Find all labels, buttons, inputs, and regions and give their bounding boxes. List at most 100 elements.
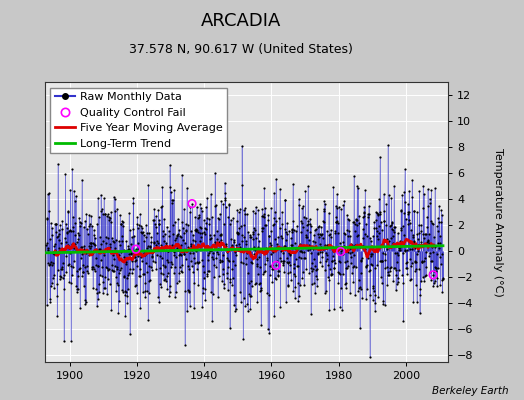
- Point: [73, 268, 82, 274]
- Point: [280, 225, 289, 232]
- Point: [398, 272, 407, 278]
- Point: [101, 285, 110, 291]
- Point: [366, 267, 375, 274]
- Point: [118, 238, 127, 244]
- Point: [46, 299, 54, 305]
- Point: [396, 238, 404, 244]
- Point: [147, 267, 156, 273]
- Point: [178, 269, 186, 275]
- Point: [334, 270, 343, 276]
- Point: [191, 248, 200, 254]
- Point: [295, 254, 303, 260]
- Point: [364, 251, 373, 257]
- Point: [120, 254, 128, 260]
- Point: [245, 234, 254, 240]
- Point: [176, 264, 184, 270]
- Point: [145, 278, 154, 284]
- Point: [425, 230, 433, 237]
- Point: [285, 260, 293, 266]
- Point: [144, 181, 152, 188]
- Point: [291, 272, 300, 279]
- Point: [283, 254, 291, 261]
- Point: [180, 229, 188, 236]
- Point: [91, 246, 100, 252]
- Point: [248, 236, 257, 242]
- Point: [171, 264, 179, 270]
- Point: [230, 239, 238, 245]
- Point: [80, 224, 88, 230]
- Point: [168, 199, 176, 206]
- Point: [366, 235, 374, 241]
- Point: [188, 200, 196, 207]
- Point: [397, 208, 406, 214]
- Point: [228, 282, 237, 288]
- Point: [245, 248, 254, 255]
- Point: [341, 247, 350, 254]
- Point: [201, 231, 210, 238]
- Point: [348, 246, 357, 252]
- Point: [319, 234, 327, 241]
- Point: [331, 227, 340, 234]
- Point: [107, 306, 115, 313]
- Point: [347, 270, 356, 276]
- Point: [71, 232, 79, 238]
- Point: [72, 283, 80, 289]
- Point: [371, 291, 379, 298]
- Point: [121, 288, 129, 294]
- Point: [148, 253, 157, 260]
- Point: [229, 214, 237, 221]
- Point: [241, 210, 249, 217]
- Point: [295, 293, 303, 299]
- Point: [315, 222, 323, 229]
- Point: [435, 203, 443, 209]
- Point: [213, 228, 222, 234]
- Point: [241, 222, 249, 228]
- Point: [303, 227, 311, 233]
- Point: [274, 268, 282, 274]
- Point: [102, 248, 111, 254]
- Point: [267, 262, 276, 268]
- Point: [187, 258, 195, 264]
- Point: [105, 216, 114, 223]
- Point: [159, 233, 167, 239]
- Point: [170, 252, 179, 258]
- Point: [202, 270, 211, 277]
- Point: [124, 246, 132, 253]
- Point: [64, 242, 72, 248]
- Point: [233, 229, 242, 236]
- Point: [361, 246, 369, 252]
- Point: [194, 282, 202, 288]
- Point: [298, 248, 306, 255]
- Point: [408, 177, 417, 184]
- Point: [391, 224, 399, 230]
- Point: [106, 244, 114, 250]
- Point: [322, 258, 331, 264]
- Point: [193, 258, 202, 265]
- Point: [329, 253, 337, 259]
- Point: [313, 250, 322, 256]
- Point: [191, 213, 199, 220]
- Point: [156, 264, 164, 271]
- Point: [337, 250, 345, 257]
- Point: [332, 214, 340, 220]
- Point: [58, 226, 66, 232]
- Point: [320, 208, 329, 214]
- Point: [333, 205, 342, 212]
- Legend: Raw Monthly Data, Quality Control Fail, Five Year Moving Average, Long-Term Tren: Raw Monthly Data, Quality Control Fail, …: [50, 88, 227, 153]
- Point: [123, 275, 131, 282]
- Point: [43, 244, 52, 251]
- Point: [272, 217, 281, 224]
- Point: [154, 246, 162, 253]
- Point: [292, 246, 301, 252]
- Point: [277, 248, 286, 254]
- Point: [419, 205, 428, 212]
- Point: [158, 254, 166, 261]
- Point: [207, 234, 215, 241]
- Point: [179, 206, 188, 213]
- Point: [147, 247, 156, 254]
- Point: [293, 246, 302, 252]
- Point: [427, 218, 435, 224]
- Point: [153, 230, 161, 236]
- Point: [324, 210, 333, 216]
- Point: [122, 289, 130, 296]
